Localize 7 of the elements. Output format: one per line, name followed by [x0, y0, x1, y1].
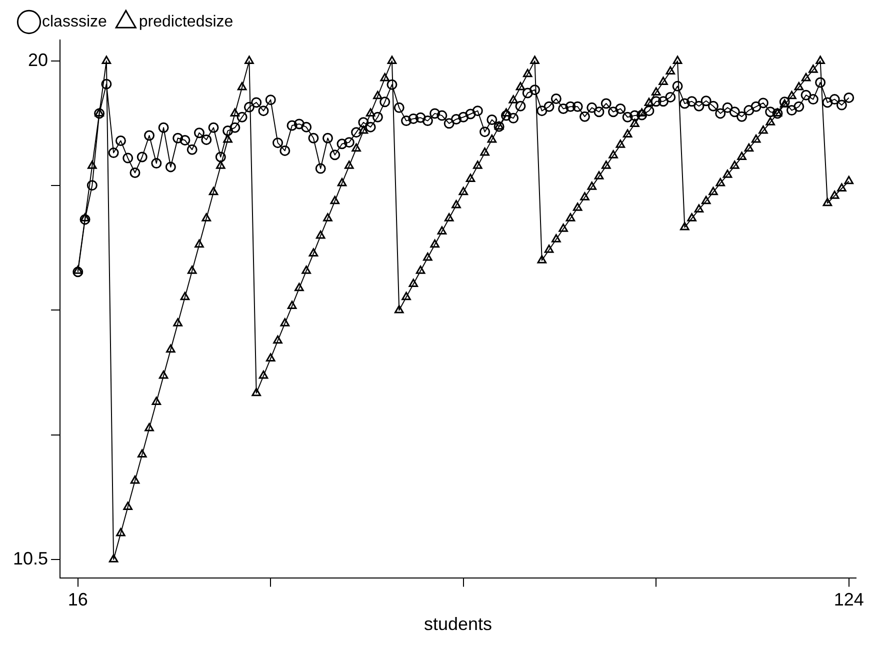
x-axis-title: students — [424, 614, 492, 634]
x-tick-label: 124 — [834, 590, 864, 610]
x-tick-label: 16 — [68, 590, 88, 610]
y-tick-label: 10.5 — [12, 548, 48, 568]
y-tick-label: 20 — [28, 50, 48, 70]
legend-label: classsize — [42, 13, 108, 30]
legend-label: predictedsize — [138, 13, 234, 30]
